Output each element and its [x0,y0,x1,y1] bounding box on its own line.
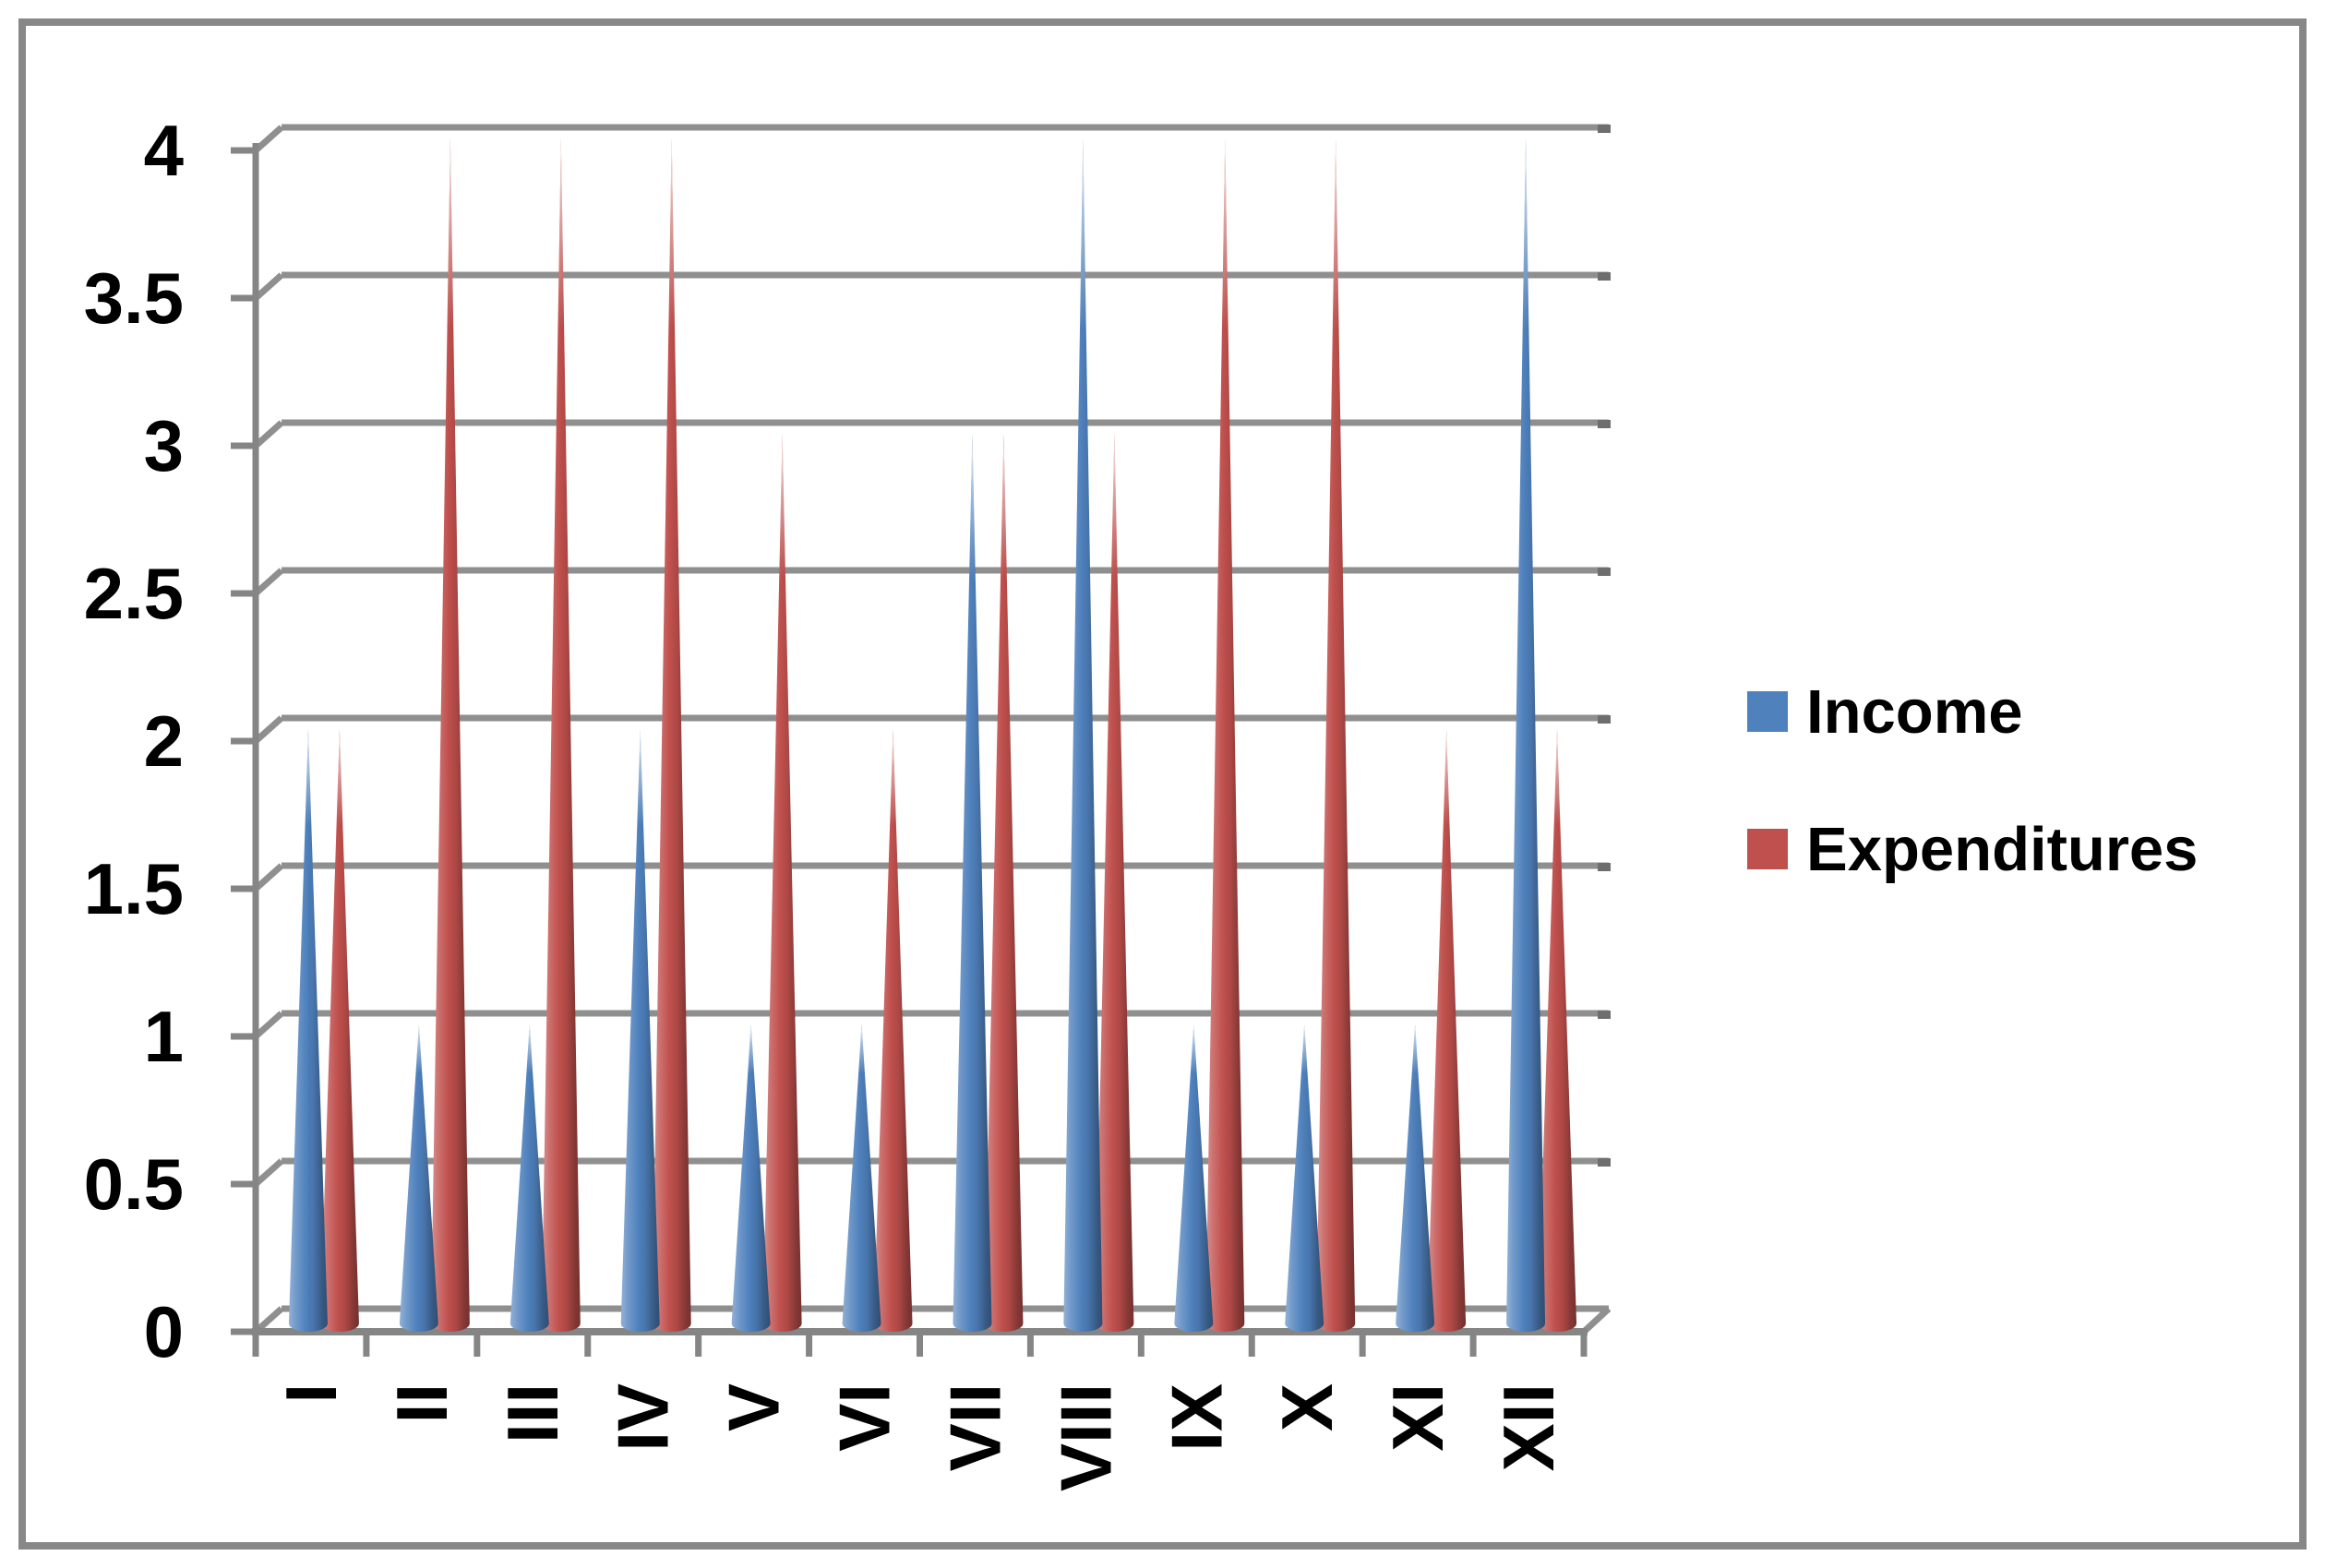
y-tick-label: 0 [144,1291,184,1372]
x-tick-label: VI [824,1383,905,1452]
x-tick-label: IV [603,1383,684,1452]
legend-swatch-income [1747,691,1788,732]
x-tick-label: I [270,1383,352,1404]
y-tick-label: 3.5 [84,257,184,339]
y-tick-label: 1 [144,996,184,1077]
x-tick-label: XI [1377,1383,1458,1452]
x-tick-label: X [1266,1383,1348,1431]
legend: Income Expenditures [1747,681,2198,964]
legend-item-expenditures: Expenditures [1747,819,2198,880]
y-tick-label: 2 [144,700,184,782]
y-tick-label: 0.5 [84,1143,184,1225]
x-tick-label: III [492,1383,573,1443]
legend-label-expenditures: Expenditures [1806,814,2199,884]
y-tick-label: 1.5 [84,848,184,929]
y-tick-label: 2.5 [84,553,184,634]
x-tick-label: VII [934,1383,1015,1471]
y-tick-label: 3 [144,405,184,486]
legend-label-income: Income [1806,676,2023,747]
x-tick-label: V [713,1383,795,1431]
x-tick-label: IX [1156,1383,1237,1452]
x-tick-label: XII [1488,1383,1569,1471]
legend-swatch-expenditures [1747,829,1788,869]
y-tick-label: 4 [144,110,184,191]
x-tick-label: II [381,1383,462,1423]
legend-item-income: Income [1747,681,2198,743]
x-tick-label: VIII [1045,1383,1126,1491]
